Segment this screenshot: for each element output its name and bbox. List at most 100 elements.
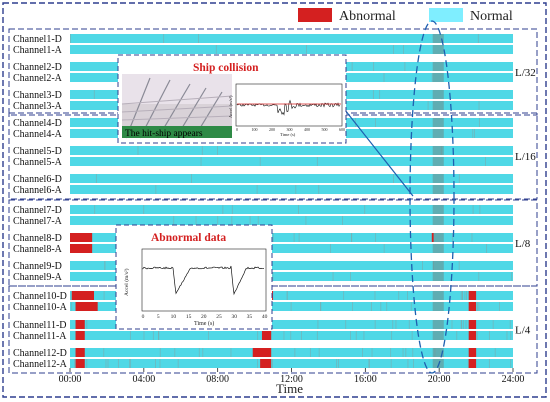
- row-texture-line: [402, 348, 404, 357]
- row-texture-line: [370, 302, 372, 311]
- row-texture-line: [95, 174, 97, 183]
- row-texture-line: [173, 216, 175, 225]
- row-texture-line: [477, 302, 478, 311]
- row-texture-line: [295, 185, 297, 194]
- event-band: [432, 261, 444, 270]
- event-band: [432, 129, 444, 138]
- row-texture-line: [476, 331, 478, 340]
- abnormal-x-tick-label: 30: [231, 314, 237, 320]
- legend: Abnormal Normal: [298, 8, 513, 24]
- row-texture-line: [316, 157, 318, 166]
- row-texture-line: [375, 118, 376, 127]
- channel-label: Channel4-D: [13, 118, 62, 129]
- abnormal-interval: [260, 359, 272, 368]
- row-texture-line: [461, 320, 463, 329]
- row-texture-line: [510, 359, 512, 368]
- event-band: [432, 90, 444, 99]
- row-texture-line: [257, 359, 259, 368]
- ship-plot-ylabel: Accel (m/s²): [228, 95, 233, 118]
- abnormal-interval: [71, 291, 94, 300]
- row-texture-line: [460, 320, 462, 329]
- row-texture-line: [345, 320, 347, 329]
- channel-row-bar: [70, 331, 513, 340]
- row-texture-line: [215, 45, 217, 54]
- channel-row-bar: [70, 157, 513, 166]
- x-tick-label: 12:00: [280, 374, 303, 385]
- legend-swatch-normal: [429, 8, 463, 22]
- row-texture-line: [195, 216, 197, 225]
- channel-row-bar: [70, 45, 513, 54]
- row-texture-line: [70, 34, 71, 43]
- group-frame: [8, 285, 538, 374]
- row-texture-line: [103, 291, 105, 300]
- row-texture-line: [390, 348, 392, 357]
- row-texture-line: [217, 216, 219, 225]
- abnormal-interval: [75, 331, 85, 340]
- row-texture-line: [362, 348, 363, 357]
- abnormal-interval: [468, 302, 477, 311]
- event-band: [432, 146, 444, 155]
- row-texture-line: [318, 348, 320, 357]
- legend-label-normal: Normal: [470, 9, 513, 24]
- row-texture-line: [283, 331, 285, 340]
- row-texture-line: [257, 331, 259, 340]
- group-frames: L/32 L/16 L/8 L/4: [8, 28, 538, 374]
- row-texture-line: [103, 348, 105, 357]
- x-tick-label: 24:00: [502, 374, 525, 385]
- row-texture-line: [393, 45, 394, 54]
- row-texture-line: [403, 45, 404, 54]
- row-texture-line: [451, 320, 453, 329]
- row-texture-line: [407, 359, 409, 368]
- abnormal-interval: [468, 359, 477, 368]
- abnormal-interval: [468, 320, 477, 329]
- legend-swatch-abnormal: [298, 8, 332, 22]
- abnormal-plot-xlabel: Time (s): [194, 320, 214, 327]
- event-band: [432, 34, 444, 43]
- row-texture-line: [74, 359, 76, 368]
- row-texture-line: [472, 205, 474, 214]
- abnormal-interval: [468, 291, 477, 300]
- abnormal-interval: [70, 244, 93, 253]
- channel-row-bar: [70, 291, 513, 300]
- row-texture-line: [336, 359, 338, 368]
- row-texture-line: [316, 331, 318, 340]
- row-texture-line: [159, 348, 161, 357]
- channel-row-bar: [70, 146, 513, 155]
- row-texture-line: [130, 359, 132, 368]
- ship-collision-plot: Accel (m/s²) Time (s) 0 100 200 300 400 500 60…: [228, 83, 345, 137]
- row-texture-line: [329, 244, 331, 253]
- channel-label: Channel11-D: [13, 320, 67, 331]
- row-texture-line: [386, 302, 388, 311]
- row-texture-line: [317, 320, 319, 329]
- row-texture-line: [405, 348, 407, 357]
- row-texture-line: [107, 359, 109, 368]
- channel-label: Channel6-A: [13, 185, 63, 196]
- row-texture-line: [93, 90, 95, 99]
- x-tick-label: 08:00: [206, 374, 229, 385]
- row-texture-line: [391, 331, 393, 340]
- abnormal-x-tick-label: 25: [216, 314, 222, 320]
- row-texture-line: [272, 272, 274, 281]
- row-texture-line: [458, 174, 460, 183]
- row-texture-line: [477, 34, 479, 43]
- event-band: [432, 320, 444, 329]
- channel-label: Channel3-D: [13, 90, 62, 101]
- event-band: [432, 73, 444, 82]
- row-texture-line: [404, 62, 406, 71]
- highlight-ellipse: [409, 20, 455, 374]
- event-band: [432, 174, 444, 183]
- row-texture-line: [332, 272, 334, 281]
- x-tick-label: 16:00: [354, 374, 377, 385]
- row-texture-line: [286, 291, 288, 300]
- channel-row-bar: [70, 320, 513, 329]
- event-band: [432, 45, 444, 54]
- abnormal-x-tick-label: 5: [157, 314, 160, 320]
- row-texture-line: [410, 302, 412, 311]
- x-tick-label: 04:00: [132, 374, 155, 385]
- event-band: [432, 62, 444, 71]
- row-texture-line: [318, 185, 320, 194]
- channel-row-bar: [70, 216, 513, 225]
- row-texture-line: [174, 348, 176, 357]
